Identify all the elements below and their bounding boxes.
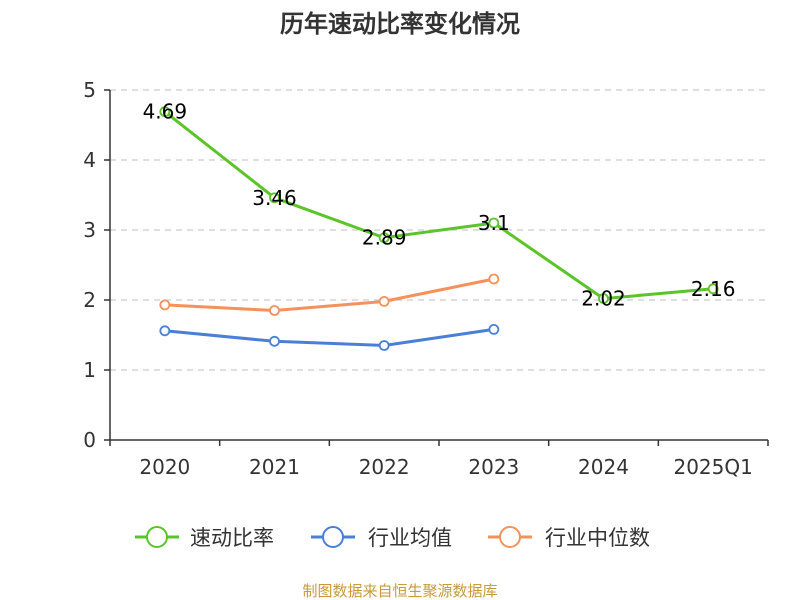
data-point xyxy=(269,335,280,347)
legend-label: 速动比率 xyxy=(190,526,274,550)
legend-item: 速动比率 xyxy=(135,526,274,550)
data-label: 3.46 xyxy=(252,186,297,210)
data-point xyxy=(159,106,171,118)
data-point xyxy=(269,305,280,316)
legend-item: 行业中位数 xyxy=(488,526,650,550)
data-point xyxy=(378,340,390,351)
y-tick-label: 5 xyxy=(83,78,96,102)
data-label: 4.69 xyxy=(143,100,188,124)
data-point xyxy=(378,295,390,307)
x-tick-label: 2023 xyxy=(468,455,519,479)
data-label: 2.16 xyxy=(691,277,736,301)
legend-marker xyxy=(146,526,168,548)
source-note: 制图数据来自恒生聚源数据库 xyxy=(302,582,497,600)
data-point xyxy=(159,299,171,311)
legend-label: 行业均值 xyxy=(368,526,452,550)
data-point xyxy=(488,273,500,285)
data-point xyxy=(269,192,280,204)
legend-marker xyxy=(499,526,521,548)
x-tick-label: 2020 xyxy=(139,455,190,479)
legend-marker xyxy=(322,526,344,548)
y-tick-label: 1 xyxy=(83,358,96,382)
data-point xyxy=(378,232,390,244)
series-line xyxy=(164,277,495,312)
x-tick-label: 2024 xyxy=(578,455,629,479)
legend-label: 行业中位数 xyxy=(545,526,650,550)
y-tick-label: 2 xyxy=(83,288,96,312)
series-group: 4.69 3.46 2.89 3.1 2.02 2.16 xyxy=(143,100,736,351)
data-point xyxy=(488,217,500,229)
y-tick-label: 3 xyxy=(83,218,96,242)
data-label: 2.89 xyxy=(362,226,407,250)
data-label: 3.1 xyxy=(478,211,510,235)
x-tick-label: 2021 xyxy=(249,455,300,479)
data-point xyxy=(707,283,719,295)
data-point xyxy=(598,293,609,305)
data-label: 2.02 xyxy=(581,287,626,311)
legend-item: 行业均值 xyxy=(311,526,452,550)
x-tick-label: 2025Q1 xyxy=(673,455,752,479)
series-line xyxy=(163,110,714,301)
y-tick-label: 4 xyxy=(83,148,96,172)
series-line xyxy=(164,327,495,347)
y-tick-label: 0 xyxy=(83,428,96,452)
chart-title: 历年速动比率变化情况 xyxy=(280,10,520,38)
legend: 速动比率 行业均值 行业中位数 xyxy=(135,526,650,550)
axes: 0 1 2 3 4 5 2020 2021 2022 2023 2024 2025Q1 xyxy=(83,78,769,479)
data-point xyxy=(488,323,500,335)
data-point xyxy=(159,325,171,337)
x-tick-label: 2022 xyxy=(359,455,410,479)
